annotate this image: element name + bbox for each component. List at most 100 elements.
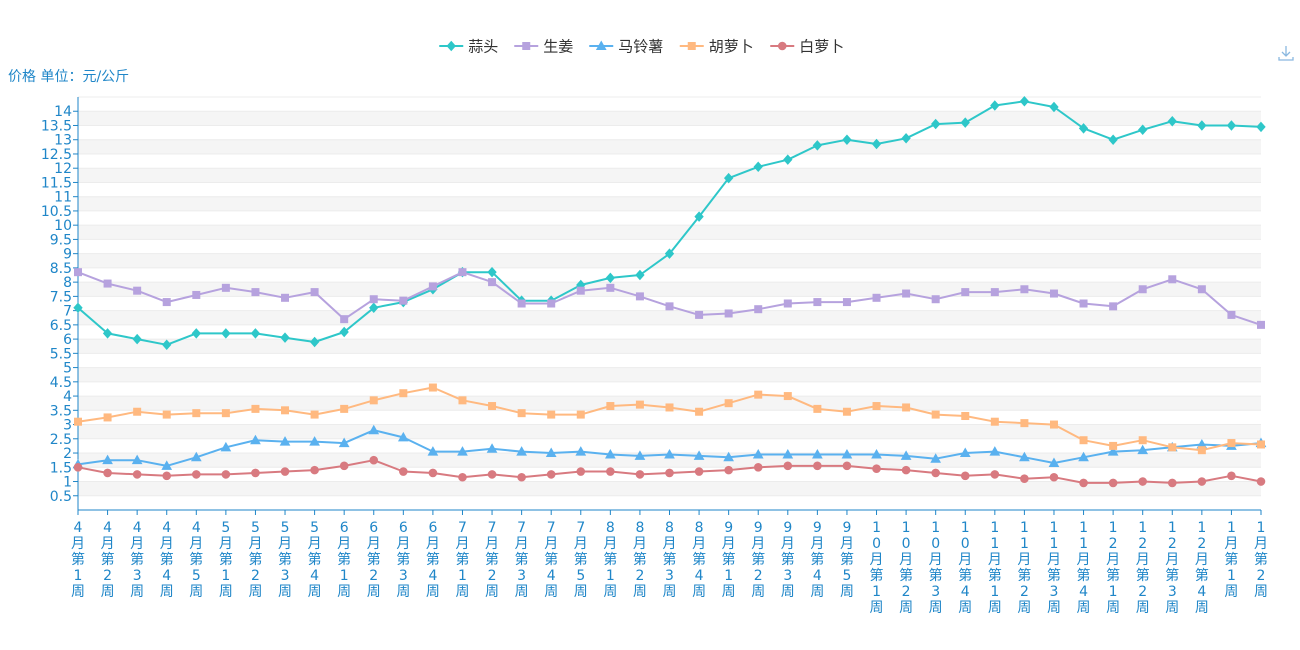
data-point[interactable] [103, 413, 112, 422]
data-point[interactable] [1168, 275, 1177, 284]
data-point[interactable] [694, 467, 704, 476]
data-point[interactable] [842, 298, 851, 307]
data-point[interactable] [1197, 446, 1206, 455]
data-point[interactable] [961, 412, 970, 421]
data-point[interactable] [960, 471, 970, 481]
data-point[interactable] [281, 406, 290, 415]
data-point[interactable] [103, 468, 112, 478]
data-point[interactable] [665, 468, 674, 478]
data-point[interactable] [102, 454, 113, 465]
data-point[interactable] [192, 409, 201, 418]
data-point[interactable] [547, 410, 556, 419]
data-point[interactable] [250, 328, 261, 339]
legend-marker[interactable] [522, 42, 531, 50]
data-point[interactable] [517, 299, 526, 308]
data-point[interactable] [369, 302, 379, 314]
data-point[interactable] [961, 288, 970, 297]
legend-marker[interactable] [595, 40, 607, 50]
data-point[interactable] [428, 468, 438, 478]
data-point[interactable] [1049, 289, 1058, 298]
legend-item[interactable]: 胡萝卜 [679, 38, 754, 56]
data-point[interactable] [369, 295, 378, 304]
data-point[interactable] [1226, 120, 1237, 131]
data-point[interactable] [1078, 123, 1089, 134]
data-point[interactable] [1049, 472, 1059, 482]
data-point[interactable] [517, 472, 526, 482]
data-point[interactable] [340, 404, 349, 413]
data-point[interactable] [605, 272, 616, 284]
data-point[interactable] [695, 310, 704, 319]
data-point[interactable] [1138, 285, 1147, 294]
data-point[interactable] [162, 410, 171, 419]
data-point[interactable] [74, 417, 82, 426]
data-point[interactable] [487, 470, 497, 479]
data-point[interactable] [783, 392, 792, 401]
data-point[interactable] [132, 470, 142, 479]
data-point[interactable] [1197, 120, 1207, 131]
data-point[interactable] [102, 328, 113, 339]
data-point[interactable] [931, 468, 940, 478]
data-point[interactable] [338, 437, 350, 448]
data-point[interactable] [900, 450, 912, 460]
data-point[interactable] [753, 161, 763, 173]
data-point[interactable] [281, 293, 290, 302]
data-point[interactable] [162, 471, 172, 481]
data-point[interactable] [369, 455, 379, 465]
data-point[interactable] [516, 446, 527, 456]
data-point[interactable] [1048, 457, 1060, 468]
data-point[interactable] [990, 470, 1000, 479]
data-point[interactable] [428, 383, 437, 392]
data-point[interactable] [872, 402, 881, 411]
data-point[interactable] [782, 448, 794, 459]
data-point[interactable] [665, 302, 674, 311]
data-point[interactable] [1108, 134, 1118, 145]
data-point[interactable] [517, 409, 526, 418]
data-point[interactable] [192, 290, 201, 299]
data-point[interactable] [1109, 441, 1118, 450]
data-point[interactable] [576, 467, 586, 476]
data-point[interactable] [842, 461, 852, 471]
data-point[interactable] [309, 436, 320, 446]
data-point[interactable] [545, 447, 557, 458]
data-point[interactable] [783, 299, 792, 308]
data-point[interactable] [220, 441, 232, 452]
data-point[interactable] [1256, 121, 1266, 133]
data-point[interactable] [575, 446, 587, 456]
data-point[interactable] [221, 409, 230, 418]
data-point[interactable] [368, 424, 380, 435]
data-point[interactable] [369, 396, 378, 405]
data-point[interactable] [221, 328, 231, 339]
data-point[interactable] [813, 404, 822, 413]
data-point[interactable] [546, 470, 556, 479]
data-point[interactable] [280, 467, 290, 476]
data-point[interactable] [310, 465, 319, 475]
data-point[interactable] [1079, 436, 1088, 445]
data-point[interactable] [458, 472, 467, 482]
data-point[interactable] [133, 407, 142, 416]
data-point[interactable] [842, 134, 852, 145]
legend-item[interactable]: 马铃薯 [589, 38, 663, 56]
data-point[interactable] [1197, 285, 1206, 294]
data-point[interactable] [695, 407, 704, 416]
data-point[interactable] [251, 468, 260, 478]
data-point[interactable] [901, 465, 911, 475]
data-point[interactable] [399, 296, 408, 305]
data-point[interactable] [872, 293, 881, 302]
data-point[interactable] [1078, 451, 1089, 462]
data-point[interactable] [723, 451, 735, 462]
data-point[interactable] [310, 288, 319, 297]
data-point[interactable] [1079, 478, 1088, 488]
data-point[interactable] [1107, 446, 1119, 456]
data-point[interactable] [221, 283, 230, 292]
data-point[interactable] [1197, 477, 1207, 486]
data-point[interactable] [1167, 478, 1177, 488]
data-point[interactable] [871, 448, 882, 459]
data-point[interactable] [458, 396, 467, 405]
data-point[interactable] [339, 326, 349, 338]
data-point[interactable] [73, 302, 83, 314]
data-point[interactable] [250, 434, 261, 445]
data-point[interactable] [547, 299, 556, 308]
data-point[interactable] [606, 402, 615, 411]
data-point[interactable] [428, 282, 437, 291]
data-point[interactable] [487, 266, 497, 278]
